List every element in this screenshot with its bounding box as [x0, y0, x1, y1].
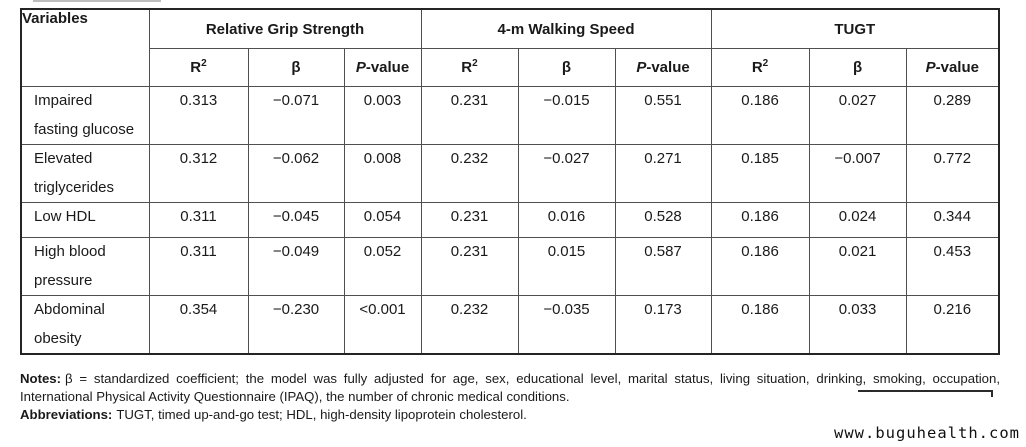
col-header-variables: Variables: [20, 8, 150, 87]
value-cell: 0.528: [614, 202, 712, 238]
group-header-walking-speed: 4-m Walking Speed: [420, 8, 712, 49]
r-label: R: [190, 59, 202, 76]
value-cell: −0.071: [247, 86, 345, 145]
value-cell: 0.052: [343, 237, 422, 296]
value-cell: 0.186: [710, 86, 810, 145]
value-cell: 0.016: [517, 202, 616, 238]
value-cell: 0.027: [808, 86, 907, 145]
table-row: Elevated triglycerides 0.312 −0.062 0.00…: [20, 144, 1000, 203]
table-row: Impaired fasting glucose 0.313 −0.071 0.…: [20, 86, 1000, 145]
table-row: Abdominal obesity 0.354 −0.230 <0.001 0.…: [20, 295, 1000, 355]
notes-label: Notes:: [20, 371, 62, 386]
subheader-pvalue: P-value: [343, 48, 422, 87]
group-header-grip-strength: Relative Grip Strength: [148, 8, 422, 49]
value-cell: 0.186: [710, 295, 810, 355]
notes-text: β = standardized coefficient; the model …: [20, 371, 1000, 404]
value-cell: 0.024: [808, 202, 907, 238]
value-cell: 0.313: [148, 86, 249, 145]
subheader-pvalue: P-value: [905, 48, 1000, 87]
variable-cell: Abdominal obesity: [20, 295, 150, 355]
value-cell: 0.453: [905, 237, 1000, 296]
p-label: P: [636, 59, 647, 76]
table-header-row-sub: R2 β P-value R2 β P-value R2 β P-value: [21, 48, 1000, 87]
table-header-row-groups: Variables Relative Grip Strength 4-m Wal…: [20, 8, 1000, 87]
value-cell: 0.271: [614, 144, 712, 203]
r-superscript: 2: [472, 58, 478, 69]
regression-table: Variables Relative Grip Strength 4-m Wal…: [20, 8, 1001, 355]
value-cell: −0.007: [808, 144, 907, 203]
value-cell: 0.551: [614, 86, 712, 145]
variable-cell: Low HDL: [20, 202, 150, 238]
value-cell: 0.021: [808, 237, 907, 296]
subheader-r2: R2: [710, 48, 810, 87]
value-cell: 0.232: [420, 295, 519, 355]
value-cell: −0.230: [247, 295, 345, 355]
value-cell: 0.344: [905, 202, 1000, 238]
value-cell: −0.035: [517, 295, 616, 355]
value-cell: 0.008: [343, 144, 422, 203]
r-label: R: [461, 59, 473, 76]
value-cell: 0.186: [710, 202, 810, 238]
value-cell: 0.185: [710, 144, 810, 203]
subheader-r2: R2: [148, 48, 249, 87]
r-superscript: 2: [762, 58, 769, 69]
value-cell: 0.186: [710, 237, 810, 296]
subheader-r2: R2: [420, 48, 519, 87]
p-value-suffix: -value: [935, 59, 979, 76]
r-label: R: [751, 59, 763, 76]
group-header-tugt: TUGT: [710, 8, 1000, 49]
value-cell: −0.049: [247, 237, 345, 296]
table-footnotes: Notes: β = standardized coefficient; the …: [20, 370, 1000, 424]
value-cell: 0.231: [420, 202, 519, 238]
value-cell: 0.033: [808, 295, 907, 355]
value-cell: 0.772: [905, 144, 1000, 203]
subheader-pvalue: P-value: [614, 48, 712, 87]
top-crop-line: [33, 0, 161, 2]
subheader-beta: β: [517, 48, 616, 87]
value-cell: 0.289: [905, 86, 1000, 145]
value-cell: −0.027: [517, 144, 616, 203]
value-cell: <0.001: [343, 295, 422, 355]
value-cell: −0.015: [517, 86, 616, 145]
p-label: P: [355, 59, 366, 76]
value-cell: 0.216: [905, 295, 1000, 355]
p-value-suffix: -value: [365, 59, 410, 76]
p-label: P: [925, 59, 936, 76]
value-cell: 0.003: [343, 86, 422, 145]
subheader-beta: β: [808, 48, 907, 87]
notes-line: Notes: β = standardized coefficient; the …: [20, 370, 1000, 406]
value-cell: 0.015: [517, 237, 616, 296]
abbreviations-label: Abbreviations:: [20, 407, 113, 422]
r-superscript: 2: [201, 58, 207, 69]
value-cell: 0.312: [148, 144, 249, 203]
table-row: High blood pressure 0.311 −0.049 0.052 0…: [20, 237, 1000, 296]
watermark-url: www.buguhealth.com: [834, 424, 1020, 442]
watermark-underline: [858, 390, 993, 397]
abbreviations-text: TUGT, timed up-and-go test; HDL, high-de…: [116, 407, 527, 422]
value-cell: −0.062: [247, 144, 345, 203]
variable-cell: Impaired fasting glucose: [20, 86, 150, 145]
value-cell: 0.231: [420, 86, 519, 145]
value-cell: −0.045: [247, 202, 345, 238]
value-cell: 0.231: [420, 237, 519, 296]
p-value-suffix: -value: [646, 59, 690, 76]
value-cell: 0.054: [343, 202, 422, 238]
variable-cell: High blood pressure: [20, 237, 150, 296]
subheader-beta: β: [247, 48, 345, 87]
table-row: Low HDL 0.311 −0.045 0.054 0.231 0.016 0…: [20, 202, 1000, 238]
value-cell: 0.311: [148, 202, 249, 238]
value-cell: 0.311: [148, 237, 249, 296]
value-cell: 0.232: [420, 144, 519, 203]
variable-cell: Elevated triglycerides: [20, 144, 150, 203]
value-cell: 0.354: [148, 295, 249, 355]
value-cell: 0.173: [614, 295, 712, 355]
value-cell: 0.587: [614, 237, 712, 296]
abbreviations-line: Abbreviations: TUGT, timed up-and-go test…: [20, 406, 1000, 424]
